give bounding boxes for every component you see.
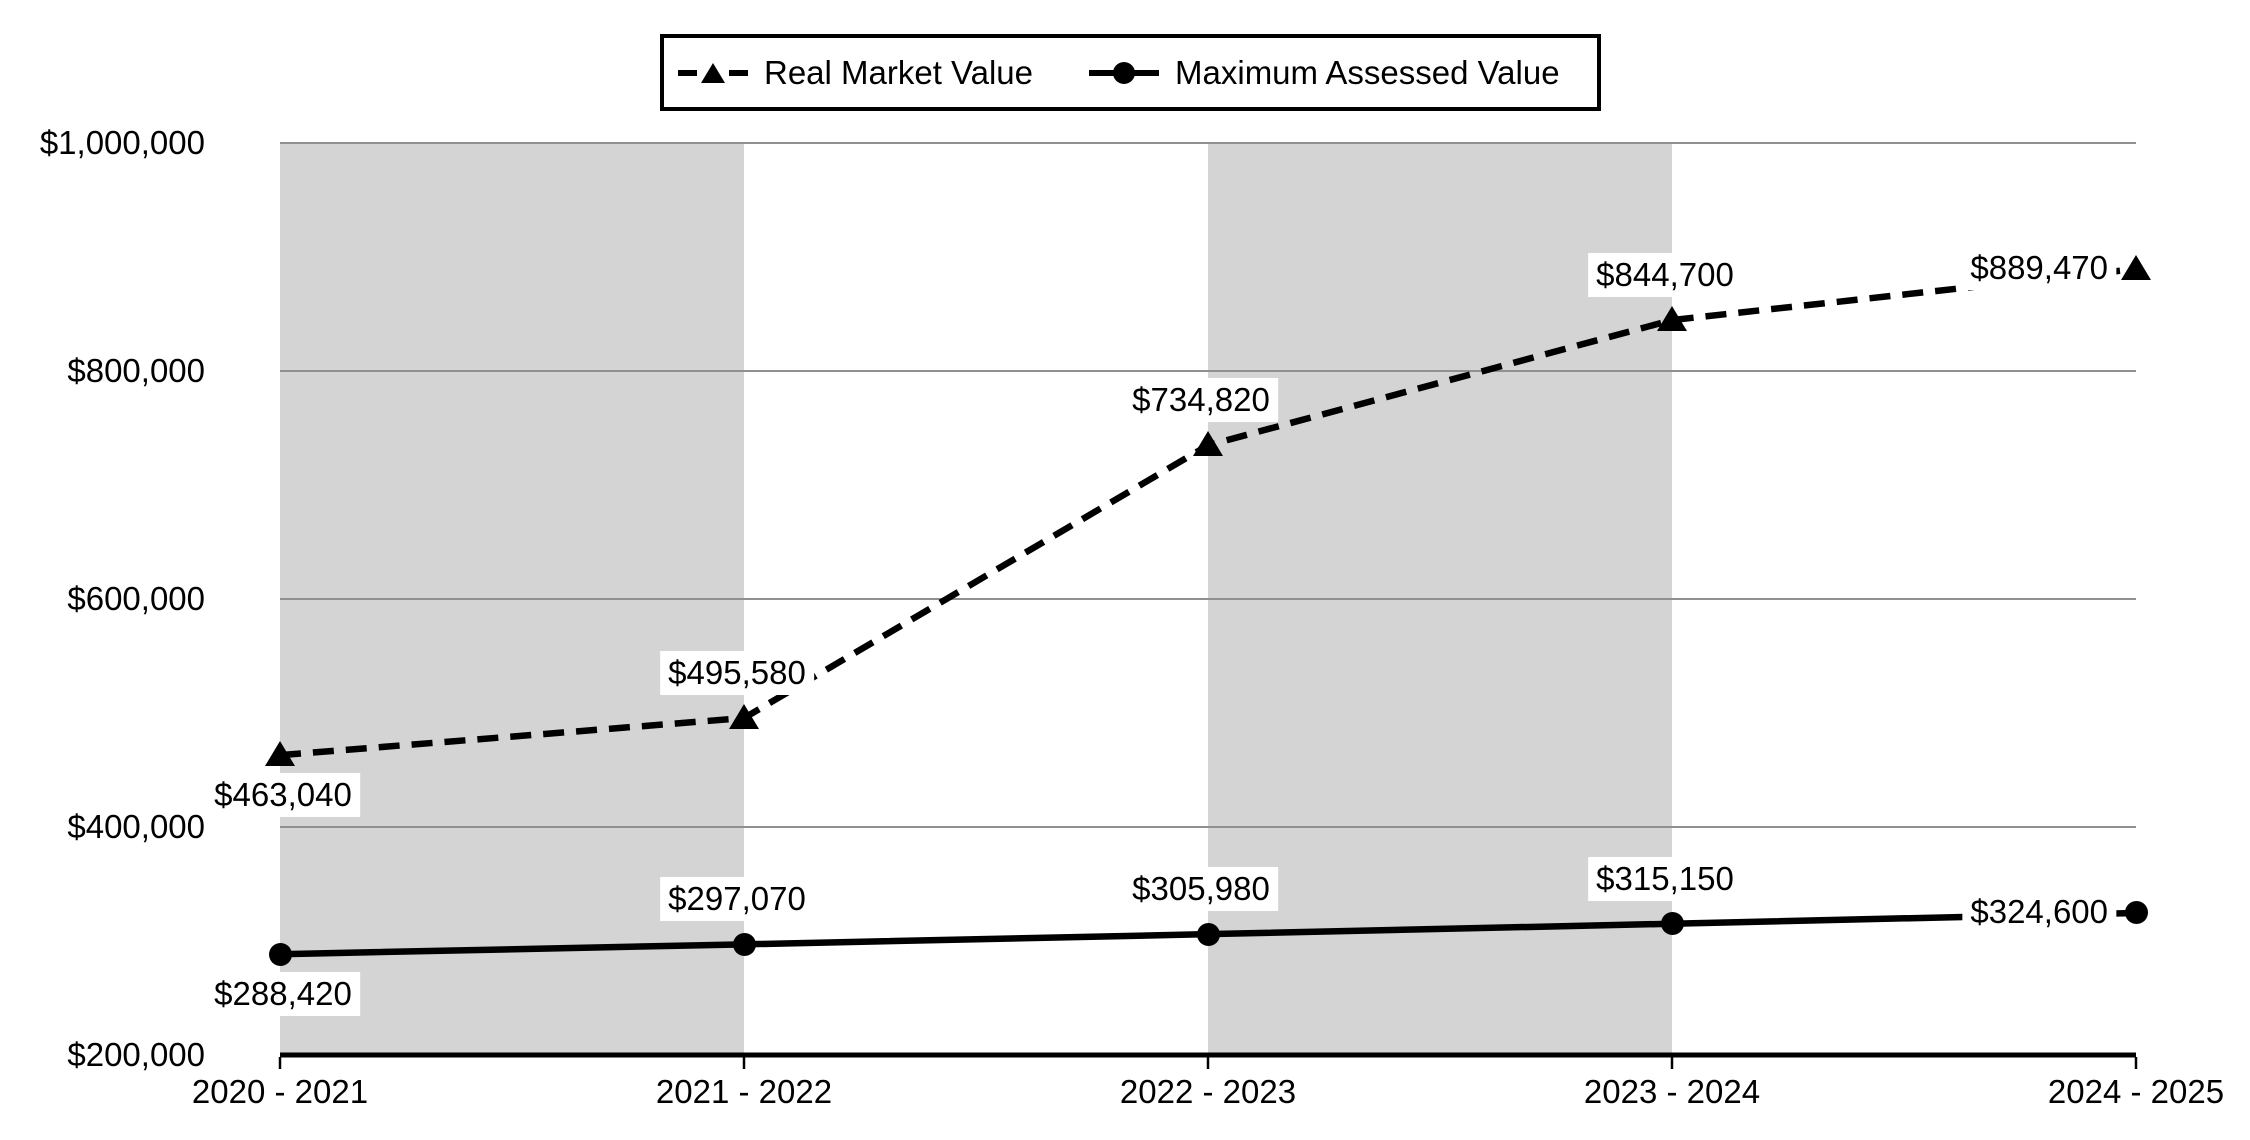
legend-item-real-market-value: Real Market Value (678, 54, 1033, 92)
legend-label: Real Market Value (764, 53, 1034, 91)
x-axis-tick-label: 2023 - 2024 (1583, 1073, 1761, 1110)
y-axis-tick-label: $200,000 (67, 1036, 205, 1073)
data-label: $734,820 (1124, 378, 1278, 423)
dashed-triangle-line-icon (678, 61, 748, 85)
triangle-marker (265, 741, 295, 767)
x-axis-tick-label: 2021 - 2022 (655, 1073, 833, 1110)
data-label: $463,040 (206, 773, 360, 818)
y-axis-tick-label: $600,000 (67, 580, 205, 617)
x-axis-tick-label: 2022 - 2023 (1119, 1073, 1297, 1110)
data-label: $495,580 (660, 651, 814, 696)
data-label: $305,980 (1124, 867, 1278, 912)
data-label: $324,600 (1962, 889, 2116, 934)
y-axis-tick-label: $800,000 (67, 352, 205, 389)
circle-marker (268, 942, 292, 966)
data-label: $297,070 (660, 877, 814, 922)
triangle-marker (729, 704, 759, 730)
y-axis-tick-label: $1,000,000 (39, 124, 205, 161)
data-label: $844,700 (1588, 253, 1742, 298)
y-axis-tick-label: $400,000 (67, 808, 205, 845)
triangle-marker (1193, 431, 1223, 457)
circle-marker (2124, 901, 2148, 925)
data-label: $288,420 (206, 972, 360, 1017)
data-label: $315,150 (1588, 856, 1742, 901)
legend: Real Market Value Maximum Assessed Value (660, 34, 1601, 111)
data-label: $889,470 (1962, 246, 2116, 290)
triangle-marker (2121, 255, 2151, 280)
circle-marker (1196, 922, 1220, 946)
circle-marker (732, 932, 756, 956)
circle-marker (1660, 912, 1684, 936)
legend-item-maximum-assessed-value: Maximum Assessed Value (1089, 54, 1560, 92)
solid-circle-line-icon (1089, 61, 1160, 85)
x-axis-tick-label: 2020 - 2021 (191, 1073, 369, 1110)
legend-label: Maximum Assessed Value (1175, 53, 1560, 91)
plot-area (278, 142, 2138, 1069)
x-axis-tick-label: 2024 - 2025 (2047, 1073, 2225, 1110)
triangle-marker (1657, 306, 1687, 332)
